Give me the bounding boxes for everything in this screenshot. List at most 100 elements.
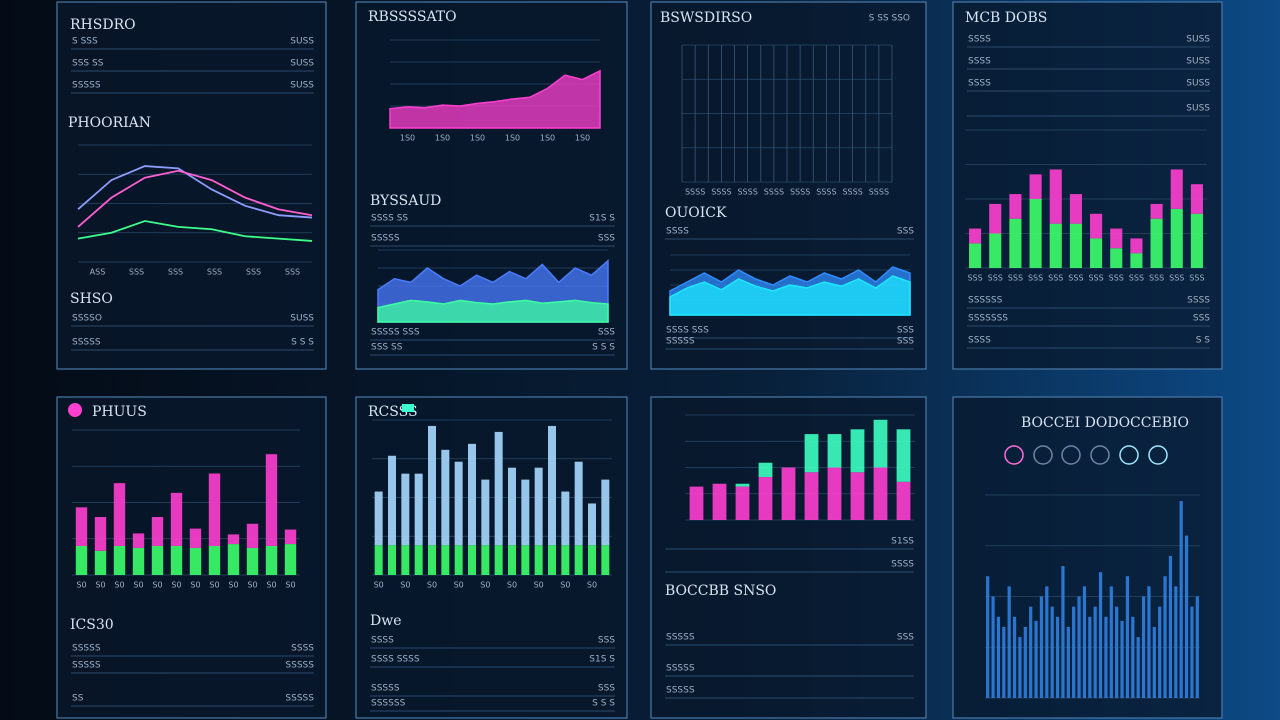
row-label: SSSS	[968, 336, 991, 346]
bar	[208, 546, 221, 575]
bar	[388, 545, 396, 575]
panel-title: BOCCEI DODOCCEBIO	[1021, 415, 1189, 431]
x-tick-label: SSS	[967, 274, 982, 283]
bar	[1125, 576, 1130, 698]
section-title: PHOORIAN	[68, 115, 151, 131]
panel-title: PHUUS	[92, 404, 147, 420]
bar	[468, 545, 476, 575]
bar	[428, 545, 436, 575]
x-tick-label: SSSS	[737, 188, 757, 197]
x-tick-label: SSSS	[711, 188, 731, 197]
x-tick-label: S0	[76, 581, 86, 590]
bar	[265, 546, 278, 575]
bar	[758, 462, 773, 478]
bar	[401, 473, 410, 546]
row-label: SSSS	[666, 227, 689, 237]
bar	[850, 429, 865, 473]
x-tick-label: SSSS	[816, 188, 836, 197]
bar	[388, 455, 396, 546]
row-label: SSSS	[371, 636, 394, 646]
bar	[1055, 616, 1060, 698]
bar	[1184, 535, 1189, 698]
bar	[1029, 199, 1042, 268]
x-tick-label: SSS	[1008, 274, 1023, 283]
panel	[355, 396, 628, 719]
bar	[1082, 586, 1087, 698]
row-value: SSSSS	[285, 661, 314, 671]
bar	[189, 528, 202, 548]
bar	[1150, 218, 1163, 268]
bar	[284, 544, 297, 575]
bar	[1158, 606, 1162, 698]
bar	[1109, 586, 1113, 698]
bar	[113, 483, 126, 546]
bar	[1009, 194, 1022, 219]
bar	[401, 545, 410, 575]
bar	[561, 545, 570, 575]
row-label: SSSSS	[666, 633, 695, 643]
x-tick-label: S0	[133, 581, 143, 590]
x-tick-label: SSS	[207, 268, 222, 277]
bar	[1190, 213, 1203, 268]
bar	[873, 419, 888, 468]
bar	[1130, 238, 1143, 254]
bar	[1049, 223, 1062, 268]
row-value: S1S S	[589, 214, 615, 224]
panel-title: RBSSSSATO	[368, 9, 457, 25]
row-label: SSSSS	[371, 684, 400, 694]
x-tick-label: SSSS	[842, 188, 862, 197]
row-label: SSSSS	[72, 81, 101, 91]
bar	[284, 529, 297, 545]
x-tick-label: S0	[587, 581, 597, 590]
bar	[1190, 606, 1194, 698]
x-tick-label: SSSS	[685, 188, 705, 197]
row-value: SSS	[897, 227, 914, 237]
row-value: SSS	[598, 684, 615, 694]
bar	[991, 596, 995, 698]
bar	[1110, 228, 1123, 249]
bar	[151, 546, 164, 575]
area	[669, 275, 911, 316]
bar	[969, 243, 982, 268]
bar	[1029, 606, 1033, 698]
bar	[534, 545, 543, 575]
row-value: SUSS	[1186, 57, 1210, 67]
x-tick-label: S0	[427, 581, 437, 590]
bar	[1066, 626, 1070, 698]
bar	[1110, 248, 1123, 268]
section-title: SHSO	[70, 291, 113, 307]
x-tick-label: SSS	[1129, 274, 1144, 283]
row-value: SSS	[897, 326, 914, 336]
section-title: BYSSAUD	[370, 193, 441, 209]
x-tick-label: SSS	[1088, 274, 1103, 283]
bar	[521, 479, 530, 546]
bar	[989, 203, 1002, 234]
x-tick-label: SSS	[1068, 274, 1083, 283]
row-label: SSSSS	[72, 644, 101, 654]
bar	[735, 486, 750, 520]
bar	[827, 434, 842, 468]
bar	[75, 546, 88, 575]
x-tick-label: SSS	[1048, 274, 1063, 283]
row-value: SSSSS	[285, 694, 314, 704]
x-tick-label: S0	[534, 581, 544, 590]
bar	[151, 517, 164, 546]
icon	[68, 403, 82, 417]
bar	[1168, 555, 1173, 698]
bar	[454, 545, 463, 575]
bar	[94, 550, 107, 575]
bar	[996, 616, 1001, 698]
row-label: SSSSS	[666, 664, 695, 674]
row-value: S1S S	[589, 655, 615, 665]
row-value: SUSS	[1186, 79, 1210, 89]
area	[389, 69, 601, 129]
bar	[1170, 169, 1183, 209]
bar	[1174, 586, 1178, 698]
row-label: SSS SS	[72, 59, 104, 69]
area	[377, 299, 609, 323]
bar	[494, 545, 503, 575]
row-label: SSSSS	[371, 234, 400, 244]
section-title: BOCCBB SNSO	[665, 583, 776, 599]
x-tick-label: S0	[454, 581, 464, 590]
x-tick-label: 1S0	[575, 134, 590, 143]
